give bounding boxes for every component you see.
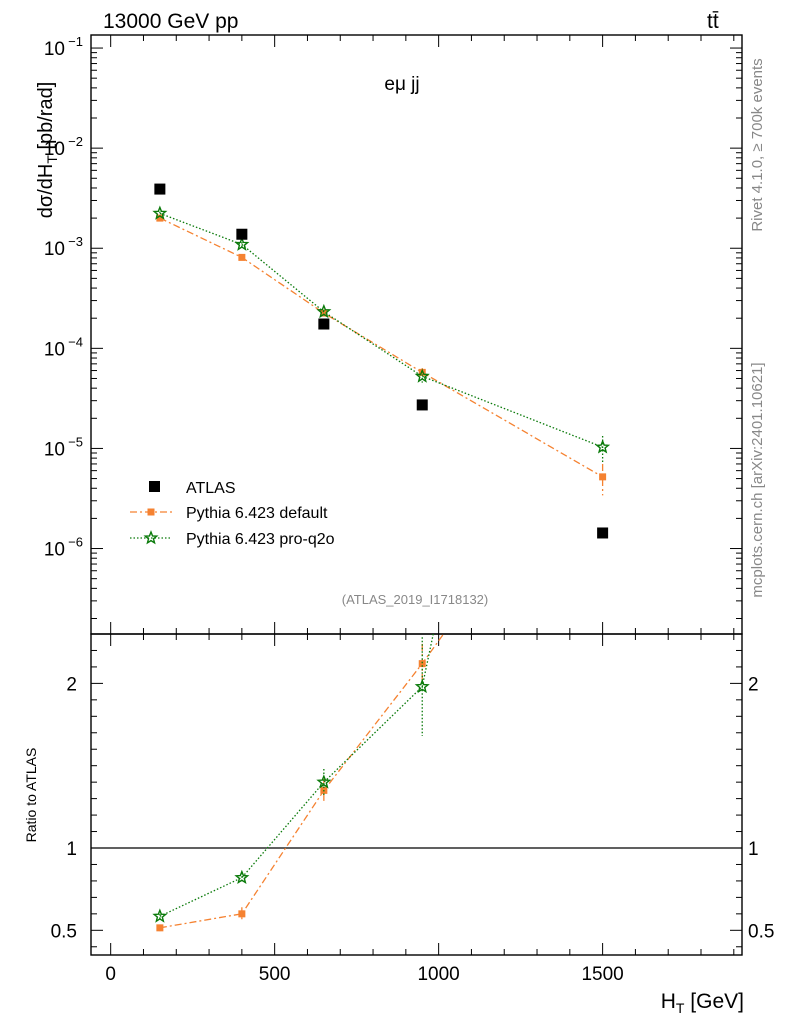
main-point-atlas xyxy=(236,228,248,240)
main-ytick-exp: −1 xyxy=(68,34,83,49)
main-ytick-label: 10 xyxy=(44,540,65,561)
ratio-point-default xyxy=(418,660,426,668)
legend: ATLAS Pythia 6.423 default Pythia 6.423 … xyxy=(130,480,335,548)
main-ytick-exp: −6 xyxy=(68,535,83,550)
main-ytick-exp: −2 xyxy=(68,134,83,149)
main-point-proq2o xyxy=(414,368,430,383)
ratio-xtick-label: 1500 xyxy=(581,964,623,985)
process-label: tt̄ xyxy=(707,10,719,33)
main-panel: 10−610−510−410−310−210−1 xyxy=(44,34,743,635)
main-ylabel: dσ/dHT [pb/rad] xyxy=(35,82,60,219)
ratio-ytick-label: 2 xyxy=(66,674,77,695)
ratio-panel: 0 500 1000 1500 0.5 0.5 1 1 2 2 xyxy=(51,410,774,985)
legend-proq2o-marker xyxy=(143,530,159,545)
main-series-group xyxy=(152,183,611,539)
ratio-point-default xyxy=(156,924,164,932)
main-ytick-label: 10 xyxy=(44,339,65,360)
ratio-xlabel: HT [GeV] xyxy=(661,990,744,1016)
legend-proq2o-label: Pythia 6.423 pro-q2o xyxy=(186,531,335,548)
legend-default-label: Pythia 6.423 default xyxy=(186,505,328,522)
main-ytick-label: 10 xyxy=(44,39,65,60)
main-ytick-label: 10 xyxy=(44,439,65,460)
panel-title: eμ jj xyxy=(384,74,419,95)
ratio-point-default xyxy=(599,410,606,417)
main-point-proq2o xyxy=(595,439,611,454)
ratio-line-proq2o xyxy=(159,634,434,917)
main-ytick-exp: −3 xyxy=(68,234,83,249)
main-ytick-exp: −5 xyxy=(68,434,83,449)
main-ytick-label: 10 xyxy=(44,239,65,260)
main-ytick-exp: −4 xyxy=(68,334,83,349)
ratio-ytick-label-right: 1 xyxy=(748,839,759,860)
analysis-id: (ATLAS_2019_I1718132) xyxy=(342,592,488,607)
ratio-xtick-label: 0 xyxy=(105,964,116,985)
ratio-point-proq2o xyxy=(152,908,168,923)
main-point-proq2o xyxy=(234,236,250,251)
ratio-ytick-label: 1 xyxy=(66,839,77,860)
main-point-atlas xyxy=(416,399,428,411)
main-point-proq2o xyxy=(316,303,332,319)
ratio-point-proq2o xyxy=(414,678,430,694)
ratio-ylabel: Ratio to ATLAS xyxy=(23,748,39,843)
ratio-ytick-label-right: 0.5 xyxy=(748,921,774,942)
ratio-xtick-label: 500 xyxy=(259,964,291,985)
energy-label: 13000 GeV pp xyxy=(103,10,238,33)
legend-default-marker xyxy=(147,508,155,516)
legend-atlas-label: ATLAS xyxy=(186,480,236,497)
main-point-default xyxy=(156,214,164,222)
main-line-default xyxy=(159,217,603,478)
ratio-xtick-label: 1000 xyxy=(417,964,459,985)
main-point-atlas xyxy=(597,527,609,539)
main-point-default xyxy=(599,473,607,481)
ratio-series-group xyxy=(152,410,606,932)
main-point-default xyxy=(320,309,328,317)
ratio-ytick-label: 0.5 xyxy=(51,921,77,942)
main-ytick-label: 10 xyxy=(44,139,65,160)
ratio-point-proq2o xyxy=(316,774,332,789)
legend-atlas-marker xyxy=(149,481,160,492)
rivet-label: Rivet 4.1.0, ≥ 700k events xyxy=(749,58,766,231)
main-point-atlas xyxy=(154,183,166,195)
main-point-atlas xyxy=(318,318,330,330)
ratio-point-proq2o xyxy=(234,869,250,885)
ratio-ytick-label-right: 2 xyxy=(748,674,759,695)
ratio-frame xyxy=(90,633,743,956)
main-line-proq2o xyxy=(159,212,603,448)
main-point-proq2o xyxy=(152,205,168,220)
source-label: mcplots.cern.ch [arXiv:2401.10621] xyxy=(749,362,766,597)
main-point-default xyxy=(238,253,246,261)
ratio-point-default xyxy=(238,910,246,918)
